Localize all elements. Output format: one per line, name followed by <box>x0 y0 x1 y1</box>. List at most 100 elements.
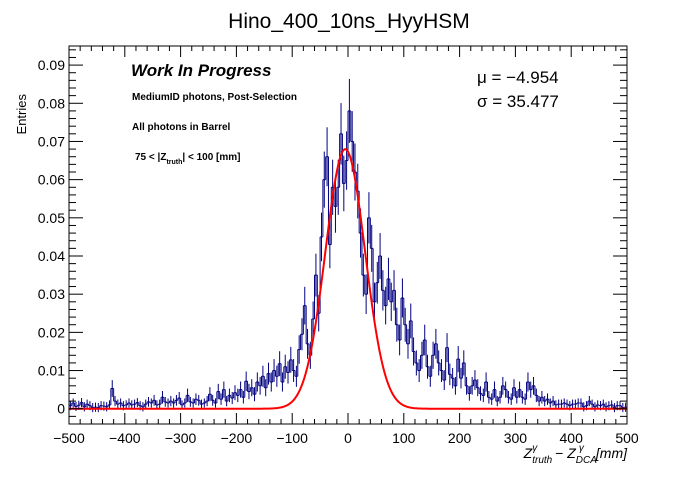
histogram-bin <box>571 399 574 409</box>
histogram-bin <box>392 270 396 325</box>
histogram-bin <box>546 393 550 405</box>
histogram-bin <box>241 381 246 404</box>
histogram-bin <box>328 187 332 269</box>
region-label: All photons in Barrel <box>132 122 231 133</box>
histogram-bin <box>434 328 438 363</box>
histogram-bin <box>481 382 486 403</box>
y-tick-label: 0.04 <box>38 248 65 264</box>
histogram-bin <box>294 349 299 387</box>
histogram-bin <box>551 395 555 407</box>
histogram-bin <box>250 379 254 397</box>
histogram-bin <box>529 381 533 398</box>
histogram-bin <box>437 350 441 376</box>
histogram-bin <box>384 278 388 325</box>
histogram-bin <box>395 307 399 342</box>
histogram-bin <box>303 286 307 344</box>
histogram-bin <box>264 373 268 397</box>
histogram-bin <box>476 379 480 397</box>
x-tick-label: 100 <box>392 430 416 446</box>
histogram-bin <box>540 390 544 404</box>
x-tick-label: 500 <box>615 430 639 446</box>
histogram-bin <box>428 355 433 387</box>
histogram-bin <box>261 365 265 388</box>
histogram-bin <box>236 388 240 403</box>
histogram-bin <box>286 359 290 384</box>
histogram-bin <box>219 389 223 405</box>
histogram-bin <box>381 270 385 311</box>
histogram-bin <box>191 398 196 408</box>
histogram-bin <box>459 362 463 389</box>
histogram-bin <box>576 398 580 408</box>
histogram-bin <box>451 367 455 389</box>
histogram-bin <box>423 324 427 367</box>
histogram-bin <box>526 372 530 392</box>
histogram-bin <box>244 371 249 392</box>
histogram-bin <box>473 370 477 391</box>
histogram-bin <box>414 350 419 376</box>
histogram-bin <box>183 395 187 408</box>
y-tick-label: 0.06 <box>38 172 65 188</box>
y-tick-label: 0.09 <box>38 57 65 73</box>
y-tick-label: 0.02 <box>38 324 65 340</box>
histogram-bin <box>498 385 502 404</box>
histogram-bin <box>401 278 405 325</box>
histogram-bin <box>409 303 413 352</box>
y-tick-label: 0.05 <box>38 210 65 226</box>
histogram-bin <box>462 350 466 386</box>
histogram-bin <box>281 366 285 392</box>
histogram-bin <box>431 341 435 369</box>
histogram-bin <box>375 256 380 304</box>
histogram-bin <box>398 298 402 356</box>
histogram-bin <box>267 362 271 385</box>
histogram-bin <box>135 398 140 408</box>
fit-mean-label: μ = −4.954 <box>477 68 559 87</box>
histogram-bin <box>495 395 500 407</box>
x-tick-label: 0 <box>344 430 352 446</box>
work-in-progress-label: Work In Progress <box>131 61 271 80</box>
histogram-bin <box>255 372 260 392</box>
histogram-bin <box>518 381 522 398</box>
histogram-bin <box>537 395 542 407</box>
y-tick-label: 0.03 <box>38 286 65 302</box>
histogram-bin <box>412 337 416 366</box>
histogram-bin <box>532 376 536 396</box>
x-tick-label: 400 <box>560 430 584 446</box>
histogram-bin <box>523 382 528 405</box>
selection-label: MediumID photons, Post-Selection <box>132 92 297 103</box>
y-tick-label: 0.07 <box>38 133 65 149</box>
histogram-bin <box>440 359 444 382</box>
histogram-bin <box>272 359 276 382</box>
histogram-bin <box>152 394 156 406</box>
x-tick-label: 200 <box>448 430 472 446</box>
x-tick-label: −300 <box>165 430 197 446</box>
x-tick-label: −500 <box>53 430 85 446</box>
histogram-bin <box>208 387 212 402</box>
histogram-bin <box>417 355 422 382</box>
histogram-bin <box>370 224 374 302</box>
histogram-bin <box>289 346 293 373</box>
y-tick-label: 0.08 <box>38 95 65 111</box>
histogram-bin <box>501 376 505 395</box>
x-axis-label: Ztruthγ − ZDCAγ [mm] <box>523 443 628 466</box>
histogram-bin <box>557 399 561 409</box>
histogram-bin <box>322 151 327 208</box>
z-range-label: 75 < |Ztruth| < 100 [mm] <box>135 152 241 166</box>
x-tick-label: −200 <box>221 430 253 446</box>
histogram-bin <box>534 388 539 403</box>
histogram-bin <box>467 385 472 401</box>
histogram-bin <box>442 347 447 391</box>
histogram-bin <box>177 391 182 405</box>
histogram-bin <box>297 334 302 364</box>
histogram-bin <box>445 333 449 375</box>
histogram-bin <box>80 398 84 408</box>
histogram-bin <box>387 257 391 302</box>
histogram-bin <box>373 282 377 321</box>
x-tick-label: −400 <box>109 430 141 446</box>
histogram-bin <box>214 391 218 408</box>
histogram-bin <box>269 370 274 392</box>
histogram-bin <box>342 155 346 212</box>
histogram-bin <box>348 78 352 143</box>
